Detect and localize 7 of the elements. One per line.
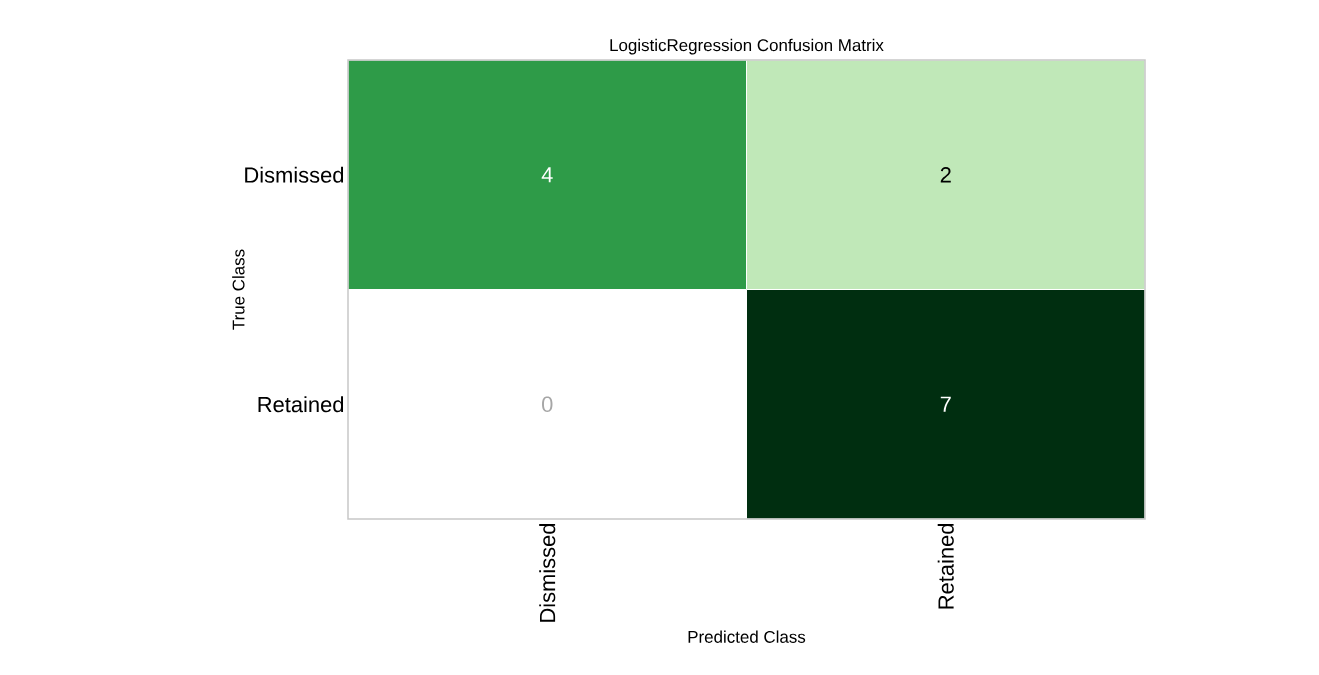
data-label: 7 [940,396,951,412]
data-label: 4 [541,167,553,183]
data-label: 2 [940,167,951,183]
x-axis-title: Predicted Class [688,630,806,643]
data-label: 0 [542,396,553,413]
y-axis-title: True Class [232,249,245,330]
chart-title: LogisticRegression Confusion Matrix [610,38,884,55]
